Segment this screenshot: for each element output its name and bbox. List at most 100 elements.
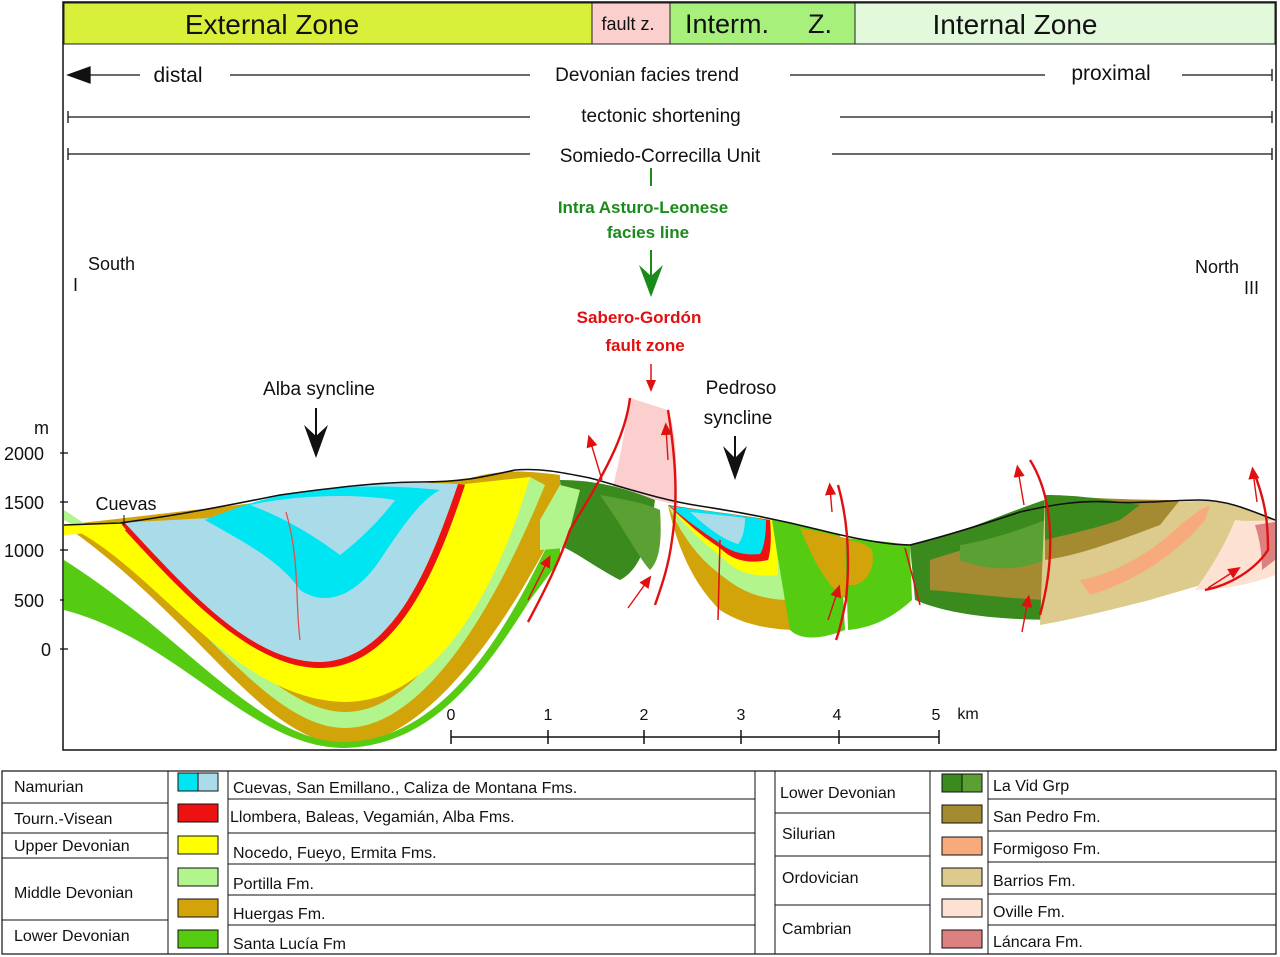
swatch-lancara xyxy=(941,929,983,949)
marker-left: I xyxy=(73,275,78,295)
alba-syncline-label: Alba syncline xyxy=(263,379,375,400)
facies-arrow-icon xyxy=(639,265,663,297)
legend-formation-llombera: Llombera, Baleas, Vegamián, Alba Fms. xyxy=(230,809,515,826)
swatch-tourn-visean xyxy=(177,803,219,823)
legend-period-cambrian: Cambrian xyxy=(782,921,851,938)
fault-west-1 xyxy=(526,397,632,623)
proximal-label: proximal xyxy=(1071,62,1150,85)
legend: Namurian Tourn.-Visean Upper Devonian Mi… xyxy=(1,770,1277,955)
east-huergas-sliver xyxy=(848,540,873,585)
zone-header: External Zone fault z. Interm. Z. Intern… xyxy=(63,2,1276,45)
elevation-tick-1000: 1000 xyxy=(4,541,44,561)
swatch-la-vid-dark xyxy=(941,773,963,793)
la-vid-east-mid xyxy=(960,520,1045,569)
fault-far-east xyxy=(1204,469,1270,592)
legend-period-lower-devonian-right: Lower Devonian xyxy=(780,785,896,802)
legend-period-namurian: Namurian xyxy=(14,779,83,796)
facies-line-label-2: facies line xyxy=(607,223,689,242)
pedroso-namurian-lightblue xyxy=(690,512,745,544)
distal-arrow-icon xyxy=(66,66,91,84)
swatch-barrios xyxy=(941,867,983,887)
fault-central xyxy=(834,484,850,641)
legend-formation-oville: Oville Fm. xyxy=(993,904,1065,921)
devonian-trend-label: Devonian facies trend xyxy=(555,65,739,86)
fault-zone-band xyxy=(591,2,671,45)
swatch-formigoso xyxy=(941,836,983,856)
scale-bar xyxy=(450,730,940,744)
swatch-santa-lucia xyxy=(177,929,219,949)
oville-block xyxy=(1195,520,1275,590)
scale-tick-4: 4 xyxy=(833,707,842,724)
elevation-unit: m xyxy=(34,418,49,438)
fault-zone-arrow-icon xyxy=(646,380,656,392)
central-huergas xyxy=(800,528,848,600)
scale-tick-5: 5 xyxy=(932,707,941,724)
fault-minor-east xyxy=(904,547,921,606)
internal-zone-band xyxy=(854,2,1276,45)
scale-tick-2: 2 xyxy=(640,707,649,724)
fault-arrow-8 xyxy=(1021,594,1033,633)
fault-west-2 xyxy=(653,409,677,606)
cross-section xyxy=(63,397,1276,748)
external-zone-band xyxy=(63,2,593,45)
fault-east xyxy=(1028,459,1052,616)
fault-arrow-10 xyxy=(1207,566,1241,589)
left-surface-strip xyxy=(64,522,126,535)
trend-lines xyxy=(66,66,1273,160)
cross-section-frame xyxy=(62,1,1277,751)
upper-devonian-layer xyxy=(64,477,530,702)
lancara-block xyxy=(1255,522,1275,570)
distal-label: distal xyxy=(153,64,202,87)
swatch-upper-devonian xyxy=(177,835,219,855)
legend-formation-barrios: Barrios Fm. xyxy=(993,873,1076,890)
swatch-namurian-lightblue xyxy=(197,772,219,792)
fault-arrow-4 xyxy=(660,422,673,461)
fault-arrow-9 xyxy=(1248,466,1260,503)
fault-zone-title-1: Sabero-Gordón xyxy=(577,308,702,327)
fault-arrow-6 xyxy=(827,584,842,621)
swatch-portilla xyxy=(177,867,219,887)
santa-lucia-layer xyxy=(64,520,560,748)
scale-tick-1: 1 xyxy=(544,707,553,724)
swatch-oville xyxy=(941,898,983,918)
fault-arrow-3 xyxy=(527,554,551,601)
legend-period-middle-devonian: Middle Devonian xyxy=(14,885,133,902)
fault-arrow-1 xyxy=(586,434,603,481)
fault-arrow-2 xyxy=(627,575,652,609)
legend-formation-formigoso: Formigoso Fm. xyxy=(993,841,1101,858)
external-zone-label: External Zone xyxy=(185,9,359,40)
swatch-huergas xyxy=(177,898,219,918)
legend-formation-lancara: Láncara Fm. xyxy=(993,934,1083,951)
alba-internal-fault xyxy=(285,511,301,641)
legend-formation-la-vid: La Vid Grp xyxy=(993,778,1069,795)
fault-arrow-7 xyxy=(1013,464,1025,506)
fault-zone-label: fault z. xyxy=(601,14,654,34)
internal-zone-label: Internal Zone xyxy=(933,9,1098,40)
pedroso-label-1: Pedroso xyxy=(706,378,777,399)
fault-pedroso xyxy=(717,539,721,621)
legend-formation-san-pedro: San Pedro Fm. xyxy=(993,809,1101,826)
legend-period-tourn-visean: Tourn.-Visean xyxy=(14,811,112,828)
legend-formation-nocedo: Nocedo, Fueyo, Ermita Fms. xyxy=(233,845,437,862)
scale-tick-0: 0 xyxy=(447,707,456,724)
swatch-san-pedro xyxy=(941,804,983,824)
legend-formation-santa-lucia: Santa Lucía Fm xyxy=(233,936,346,953)
la-vid-block-2 xyxy=(600,495,661,570)
la-vid-far-east xyxy=(1045,495,1140,540)
unit-label: Somiedo-Correcilla Unit xyxy=(560,146,761,167)
marker-right: III xyxy=(1244,278,1259,298)
formigoso-band xyxy=(1080,505,1210,595)
north-label: North xyxy=(1195,257,1239,277)
portilla-sliver xyxy=(540,485,580,550)
legend-period-silurian: Silurian xyxy=(782,826,835,843)
elevation-tick-0: 0 xyxy=(41,640,51,660)
elevation-tick-1500: 1500 xyxy=(4,493,44,513)
scale-tick-3: 3 xyxy=(737,707,746,724)
fault-arrow-5 xyxy=(825,482,837,513)
namurian-inner-lightblue xyxy=(250,495,395,555)
intermediate-zone-label-a: Interm. xyxy=(685,9,769,39)
swatch-la-vid-mid xyxy=(961,773,983,793)
topography-line xyxy=(63,468,1276,546)
legend-period-upper-devonian: Upper Devonian xyxy=(14,838,130,855)
intermediate-zone-label-b: Z. xyxy=(808,9,832,39)
